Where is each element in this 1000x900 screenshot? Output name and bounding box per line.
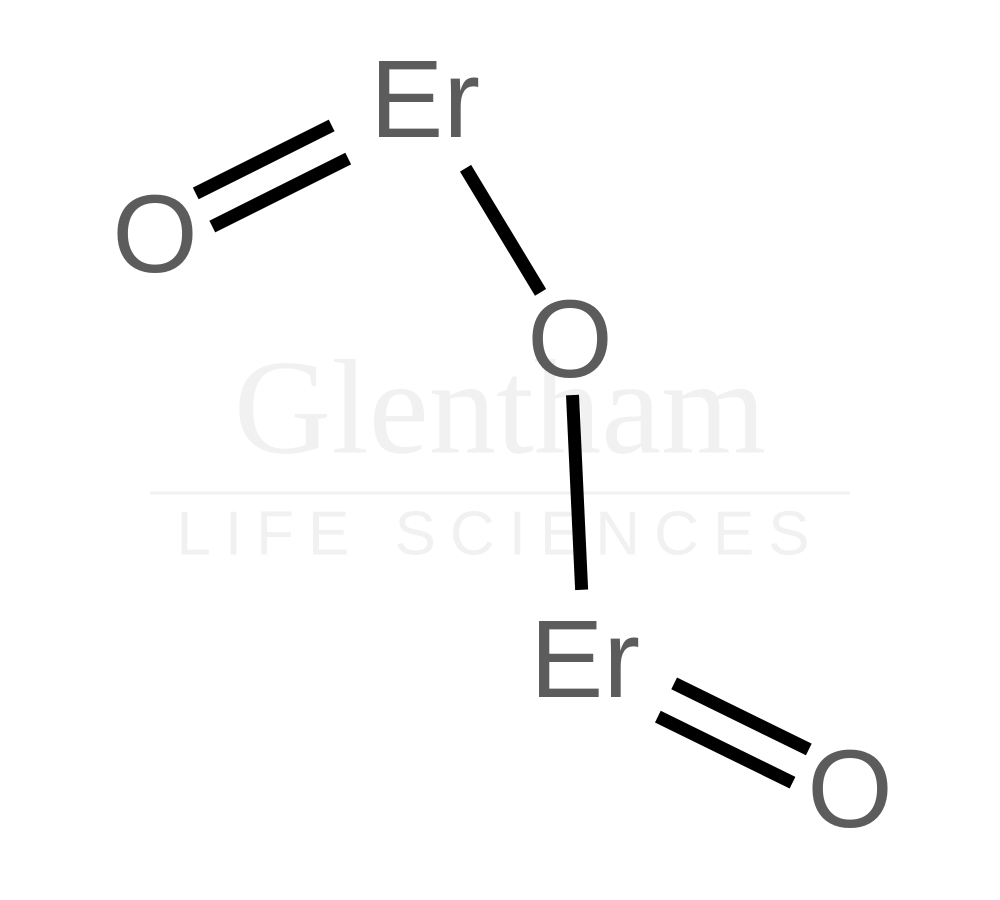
atom-oxygen-2: O bbox=[527, 285, 613, 395]
watermark-tagline: LIFE SCIENCES bbox=[150, 499, 850, 570]
bond-O1-Er1 bbox=[204, 142, 340, 210]
atom-oxygen-3: O bbox=[807, 735, 893, 845]
structure-canvas: Glentham LIFE SCIENCES O Er O Er O bbox=[0, 0, 1000, 900]
watermark: Glentham LIFE SCIENCES bbox=[150, 331, 850, 570]
watermark-rule bbox=[150, 492, 850, 495]
atom-erbium-2: Er bbox=[530, 605, 640, 715]
atom-erbium-1: Er bbox=[370, 45, 480, 155]
bond-Er2-O3 bbox=[666, 700, 801, 766]
atom-oxygen-1: O bbox=[112, 180, 198, 290]
watermark-brand: Glentham bbox=[150, 331, 850, 486]
bond-Er1-O2 bbox=[466, 168, 541, 292]
bond-O2-Er2 bbox=[573, 395, 582, 590]
